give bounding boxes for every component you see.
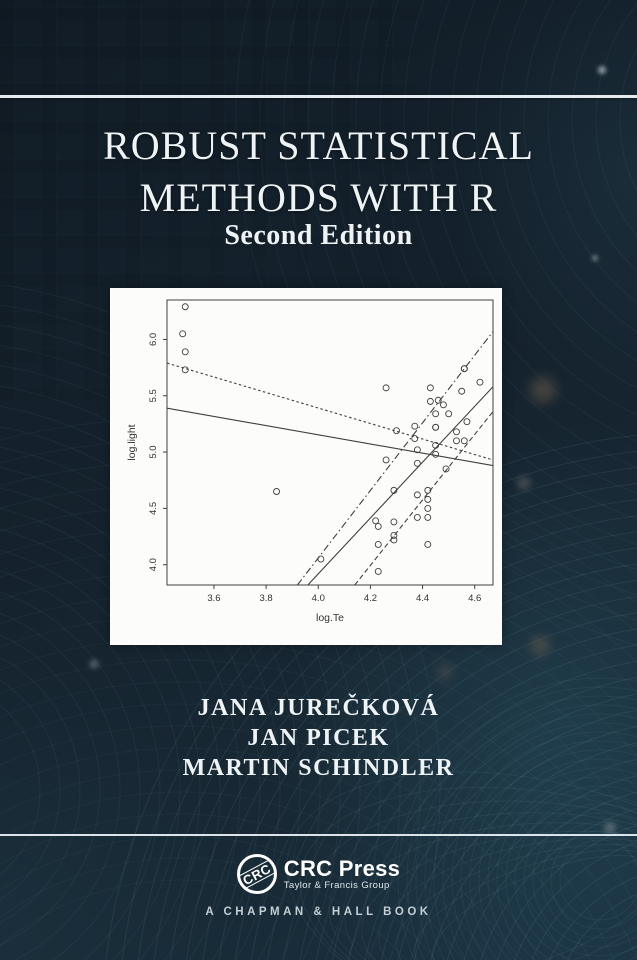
ellipse-fan bbox=[286, 771, 637, 960]
edition-label: Second Edition bbox=[224, 220, 413, 251]
publisher-text: CRC Press Taylor & Francis Group bbox=[284, 857, 400, 891]
bokeh-dot bbox=[530, 377, 556, 403]
publisher-name: CRC Press bbox=[283, 856, 401, 881]
author-name-2: JAN PICEK bbox=[247, 725, 390, 751]
title-line-2: METHODS WITH R bbox=[139, 175, 498, 220]
svg-text:4.4: 4.4 bbox=[416, 593, 429, 604]
crc-monogram: CRC bbox=[239, 859, 275, 889]
title-line-1: ROBUST STATISTICAL bbox=[103, 123, 534, 168]
robust-fit-2 bbox=[307, 386, 493, 585]
bottom-divider-line bbox=[0, 834, 637, 836]
bokeh-dot bbox=[90, 660, 98, 668]
imprint-line: A CHAPMAN & HALL BOOK bbox=[205, 906, 432, 918]
author-name-3: MARTIN SCHINDLER bbox=[182, 755, 455, 781]
svg-text:3.6: 3.6 bbox=[207, 593, 220, 604]
top-divider-line bbox=[0, 95, 637, 98]
book-title: ROBUST STATISTICAL METHODS WITH R bbox=[0, 120, 637, 224]
data-points bbox=[179, 303, 484, 575]
publisher-group: Taylor & Francis Group bbox=[283, 880, 390, 891]
authors-block: JANA JUREČKOVÁ JAN PICEK MARTIN SCHINDLE… bbox=[0, 693, 637, 783]
svg-text:5.0: 5.0 bbox=[148, 445, 159, 458]
y-axis: 4.0 4.5 5.0 5.5 6.0 log.light bbox=[126, 333, 167, 571]
x-axis-label: log.Te bbox=[316, 612, 344, 624]
bokeh-dot bbox=[592, 255, 598, 261]
publisher-block: CRC CRC Press Taylor & Francis Group A C… bbox=[0, 854, 637, 918]
y-axis-label: log.light bbox=[126, 424, 138, 460]
author-name-1: JANA JUREČKOVÁ bbox=[197, 695, 440, 721]
x-axis: 3.6 3.8 4.0 4.2 4.4 4.6 log.Te bbox=[207, 585, 481, 624]
plot-box bbox=[166, 299, 494, 586]
bokeh-dot bbox=[598, 66, 606, 74]
bokeh-dot bbox=[530, 636, 550, 656]
bokeh-dot bbox=[437, 664, 453, 680]
bokeh-dot bbox=[518, 477, 530, 489]
robust-fit-3 bbox=[354, 411, 493, 585]
svg-text:3.8: 3.8 bbox=[259, 593, 272, 604]
arc-group bbox=[235, 0, 637, 646]
svg-text:5.5: 5.5 bbox=[148, 389, 159, 402]
l1-fit bbox=[167, 362, 493, 461]
publisher-logo-row: CRC CRC Press Taylor & Francis Group bbox=[0, 854, 637, 894]
bokeh-dot bbox=[604, 822, 616, 834]
arc-group bbox=[397, 677, 637, 960]
svg-text:6.0: 6.0 bbox=[148, 333, 159, 346]
fit-lines bbox=[167, 331, 493, 585]
least-squares-fit bbox=[167, 407, 493, 467]
svg-text:4.0: 4.0 bbox=[312, 593, 325, 604]
crc-logo-icon: CRC bbox=[236, 854, 277, 894]
arc-group bbox=[0, 284, 441, 960]
robust-fit-1 bbox=[296, 331, 493, 585]
svg-text:4.2: 4.2 bbox=[364, 593, 377, 604]
svg-text:4.5: 4.5 bbox=[148, 502, 159, 515]
plot-panel: 3.6 3.8 4.0 4.2 4.4 4.6 log.Te 4.0 4.5 5.0 5.5 6.0 l… bbox=[110, 288, 502, 645]
svg-text:4.0: 4.0 bbox=[148, 558, 159, 571]
svg-text:4.6: 4.6 bbox=[468, 593, 481, 604]
star-cluster-plot: 3.6 3.8 4.0 4.2 4.4 4.6 log.Te 4.0 4.5 5.0 5.5 6.0 l… bbox=[126, 299, 494, 624]
